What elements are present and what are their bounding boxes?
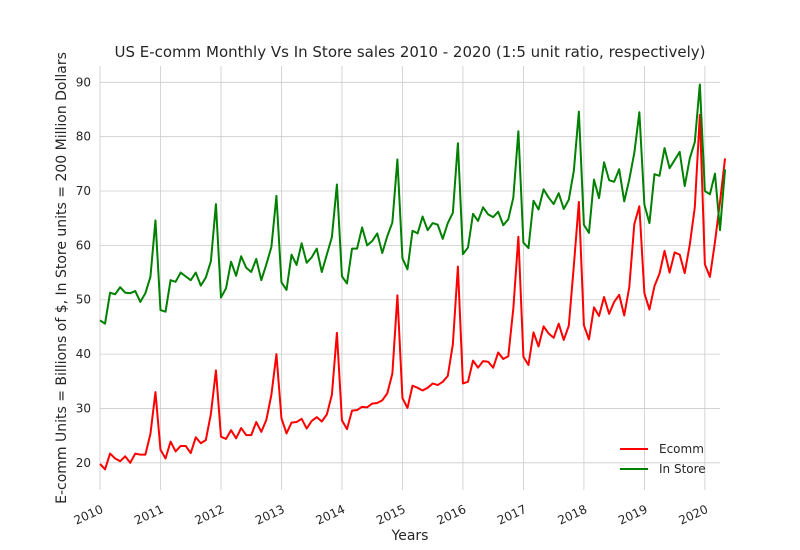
legend-label-in-store: In Store: [659, 462, 706, 476]
x-tick-label: 2017: [495, 502, 529, 528]
y-tick-label: 50: [76, 293, 91, 307]
x-tick-label: 2010: [72, 502, 106, 528]
y-tick-label: 60: [76, 238, 91, 252]
y-tick-label: 20: [76, 456, 91, 470]
grid: [99, 66, 720, 490]
legend-label-ecomm: Ecomm: [659, 442, 704, 456]
x-tick-label: 2015: [374, 502, 408, 528]
x-tick-label: 2013: [253, 502, 287, 528]
y-tick-label: 40: [76, 347, 91, 361]
x-tick-label: 2018: [556, 502, 590, 528]
x-tick-label: 2012: [193, 502, 227, 528]
x-tick-label: 2014: [314, 502, 348, 528]
x-tick-label: 2016: [435, 502, 469, 528]
legend: Ecomm In Store: [620, 442, 706, 476]
y-tick-label: 90: [76, 75, 91, 89]
x-axis-label: Years: [391, 528, 429, 544]
series-layer: [99, 83, 727, 471]
series-line-ecomm: [99, 113, 727, 471]
series-line-in-store: [99, 83, 727, 325]
y-axis-label: E-comm Units = Billions of $, In Store u…: [54, 52, 70, 504]
x-tick-label: 2019: [616, 502, 650, 528]
y-tick-label: 70: [76, 184, 91, 198]
chart-title: US E-comm Monthly Vs In Store sales 2010…: [114, 43, 705, 61]
x-tick-label: 2011: [132, 502, 166, 528]
y-tick-label: 30: [76, 401, 91, 415]
y-tick-label: 80: [76, 130, 91, 144]
x-tick-label: 2020: [677, 502, 711, 528]
